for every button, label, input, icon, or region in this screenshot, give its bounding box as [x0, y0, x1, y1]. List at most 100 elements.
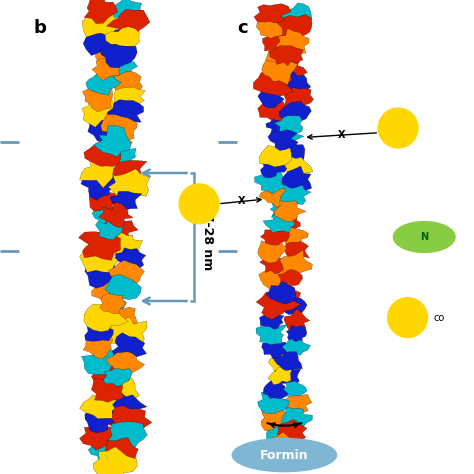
Text: N: N: [420, 232, 428, 242]
Polygon shape: [105, 438, 138, 462]
Polygon shape: [89, 187, 123, 211]
Polygon shape: [100, 56, 137, 82]
Polygon shape: [262, 337, 293, 361]
Polygon shape: [266, 281, 296, 304]
Polygon shape: [257, 392, 290, 414]
Polygon shape: [259, 144, 292, 167]
Text: b: b: [33, 19, 46, 37]
Polygon shape: [90, 39, 133, 69]
Polygon shape: [85, 410, 115, 433]
Circle shape: [179, 184, 219, 224]
Polygon shape: [93, 447, 137, 474]
Polygon shape: [91, 362, 127, 388]
Polygon shape: [285, 242, 310, 260]
Polygon shape: [81, 173, 122, 200]
Polygon shape: [88, 434, 125, 464]
Polygon shape: [78, 230, 120, 260]
Polygon shape: [109, 406, 152, 433]
Polygon shape: [80, 157, 118, 188]
Polygon shape: [256, 19, 288, 38]
Polygon shape: [82, 97, 118, 128]
Ellipse shape: [393, 222, 455, 252]
Polygon shape: [85, 321, 113, 341]
Polygon shape: [98, 129, 132, 155]
Polygon shape: [107, 422, 147, 447]
Polygon shape: [255, 170, 287, 194]
Polygon shape: [93, 126, 131, 157]
Polygon shape: [280, 407, 312, 429]
Polygon shape: [266, 116, 292, 137]
Polygon shape: [114, 87, 146, 109]
Polygon shape: [270, 56, 307, 83]
Polygon shape: [278, 419, 307, 443]
Polygon shape: [284, 309, 310, 331]
Polygon shape: [106, 304, 137, 329]
Polygon shape: [107, 9, 150, 37]
Polygon shape: [263, 32, 288, 51]
Polygon shape: [283, 394, 312, 416]
Polygon shape: [99, 202, 133, 228]
Polygon shape: [85, 260, 118, 288]
Polygon shape: [83, 336, 113, 359]
Polygon shape: [258, 88, 284, 108]
Polygon shape: [92, 204, 128, 228]
Polygon shape: [84, 0, 118, 24]
Polygon shape: [265, 44, 300, 69]
Polygon shape: [268, 350, 298, 373]
Polygon shape: [115, 248, 146, 270]
Polygon shape: [280, 298, 307, 315]
Polygon shape: [108, 169, 150, 203]
Polygon shape: [265, 421, 290, 444]
Polygon shape: [279, 101, 311, 124]
Polygon shape: [263, 212, 295, 233]
Polygon shape: [84, 304, 128, 332]
Polygon shape: [278, 70, 311, 97]
Circle shape: [388, 298, 428, 337]
Text: X: X: [337, 130, 345, 140]
Polygon shape: [274, 352, 302, 371]
Polygon shape: [284, 87, 314, 110]
Polygon shape: [254, 4, 291, 23]
Polygon shape: [279, 140, 305, 163]
Polygon shape: [282, 166, 311, 194]
Polygon shape: [280, 3, 312, 24]
Polygon shape: [109, 0, 142, 21]
Polygon shape: [101, 44, 137, 68]
Polygon shape: [105, 27, 139, 50]
Polygon shape: [260, 158, 287, 178]
Text: c: c: [237, 19, 247, 37]
Polygon shape: [107, 317, 147, 348]
Polygon shape: [101, 293, 127, 311]
Polygon shape: [80, 395, 118, 419]
Polygon shape: [107, 100, 144, 125]
Polygon shape: [261, 407, 287, 431]
Polygon shape: [101, 216, 138, 241]
Polygon shape: [80, 420, 117, 450]
Polygon shape: [270, 434, 302, 458]
Polygon shape: [273, 128, 304, 153]
Polygon shape: [260, 253, 285, 274]
Polygon shape: [88, 111, 128, 144]
Polygon shape: [259, 184, 291, 208]
Polygon shape: [106, 352, 145, 375]
Ellipse shape: [232, 438, 337, 472]
Circle shape: [378, 108, 418, 148]
Polygon shape: [283, 228, 309, 246]
Polygon shape: [256, 292, 301, 319]
Polygon shape: [253, 68, 293, 96]
Polygon shape: [271, 432, 302, 458]
Polygon shape: [100, 294, 125, 314]
Polygon shape: [86, 71, 121, 95]
Polygon shape: [258, 100, 289, 121]
Polygon shape: [110, 71, 143, 96]
Polygon shape: [280, 184, 311, 205]
Text: co: co: [434, 312, 445, 323]
Polygon shape: [99, 454, 128, 474]
Polygon shape: [110, 191, 142, 211]
Polygon shape: [270, 198, 296, 217]
Polygon shape: [276, 212, 301, 232]
Polygon shape: [258, 238, 287, 263]
Polygon shape: [97, 377, 139, 406]
Polygon shape: [286, 325, 307, 344]
Polygon shape: [282, 339, 310, 356]
